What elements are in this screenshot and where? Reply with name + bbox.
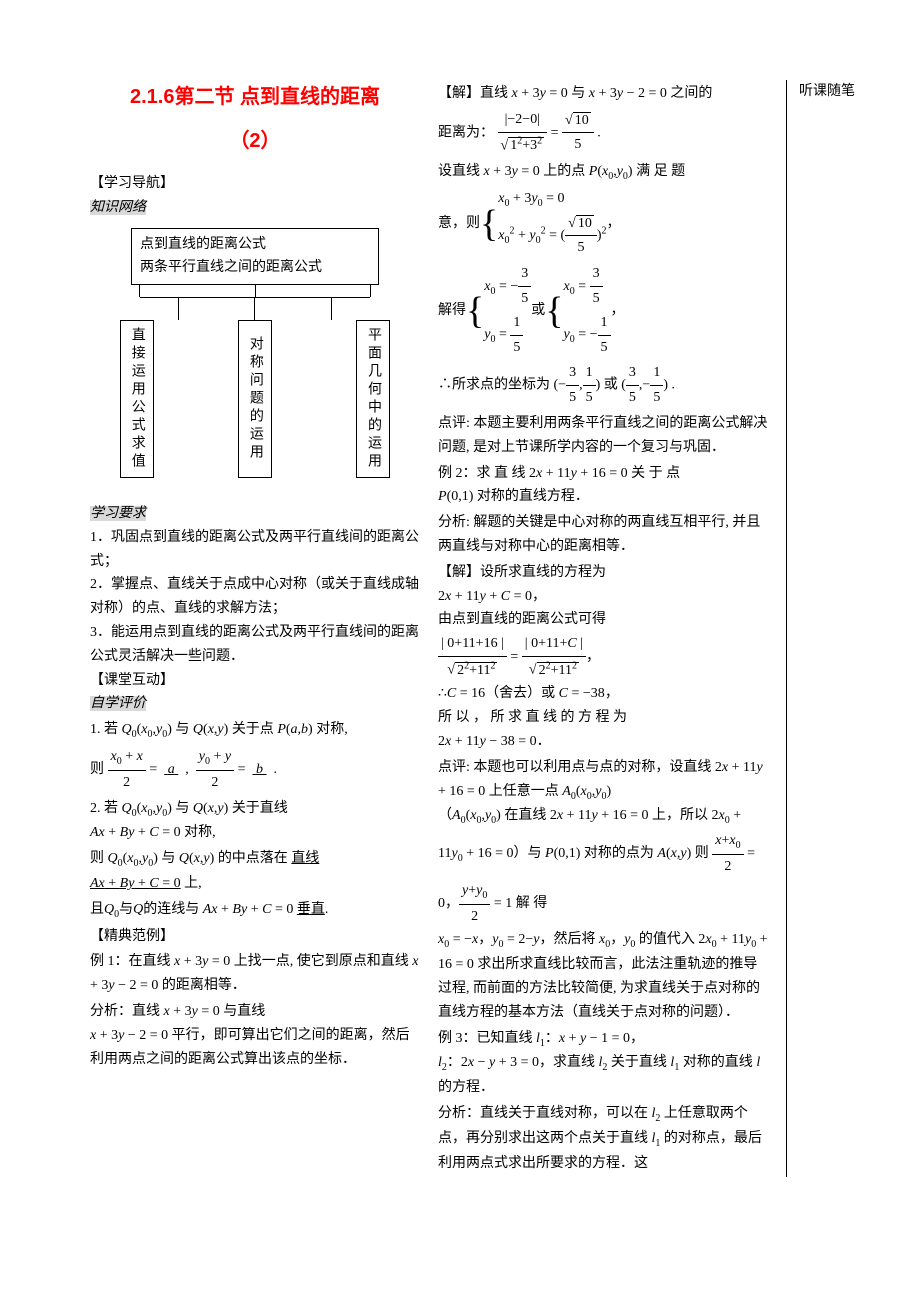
example-label: 【精典范例】 [90, 925, 420, 949]
solution-1-result: ∴所求点的坐标为 (−35,15) 或 (35,−15) . [438, 361, 768, 410]
analysis-1: 分析：直线 x + 3y = 0 与直线 x + 3y − 2 = 0 平行，即… [90, 1000, 420, 1071]
notes-heading: 听课随笔 [799, 80, 884, 104]
self-eval-2-mid: 则 Q0(x0,y0) 与 Q(x,y) 的中点落在 直线 Ax + By + … [90, 847, 420, 896]
requirement-3: 3．能运用点到直线的距离公式及两平行直线间的距离公式灵活解决一些问题． [90, 621, 420, 669]
interact-label: 【课堂互动】 [90, 669, 420, 693]
self-eval-1: 1. 若 Q0(x0,y0) 与 Q(x,y) 关于点 P(a,b) 对称, [90, 718, 420, 743]
self-eval-label: 自学评价 [90, 696, 146, 711]
solution-2: 【解】设所求直线的方程为 2x + 11y + C = 0， 由点到直线的距离公… [438, 561, 768, 754]
solution-1-set: 设直线 x + 3y = 0 上的点 P(x0,y0) 满 足 题 [438, 160, 768, 185]
diagram-cell-2: 对称问题的运用 [238, 320, 272, 478]
comment-2: 点评: 本题也可以利用点与点的对称，设直线 2x + 11y + 16 = 0 … [438, 756, 768, 1025]
requirement-1: 1．巩固点到直线的距离公式及两平行直线间的距离公式； [90, 526, 420, 574]
diagram-top-box: 点到直线的距离公式 两条平行直线之间的距离公式 [131, 228, 379, 286]
nav-label: 【学习导航】 [90, 172, 420, 196]
diagram-line2: 两条平行直线之间的距离公式 [140, 260, 322, 275]
requirement-label: 学习要求 [90, 506, 146, 521]
solution-1-solve: 解得 { x0 = −35 y0 = 15 或 { x0 = 35 y0 = −… [438, 262, 768, 359]
self-eval-2: 2. 若 Q0(x0,y0) 与 Q(x,y) 关于直线 Ax + By + C… [90, 797, 420, 846]
section-subtitle: （2） [90, 124, 420, 158]
example-1: 例 1：在直线 x + 3y = 0 上找一点, 使它到原点和直线 x + 3y… [90, 950, 420, 998]
solution-1-open: 【解】直线 x + 3y = 0 与 x + 3y − 2 = 0 之间的 [438, 82, 768, 106]
example-2: 例 2：求 直 线 2x + 11y + 16 = 0 关 于 点 P(0,1)… [438, 462, 768, 510]
diagram-cell-1: 直接运用公式求值 [120, 320, 154, 478]
diagram-line1: 点到直线的距离公式 [140, 237, 266, 252]
solution-1-system: 意，则 { x0 + 3y0 = 0 x02 + y02 = (√105)2 ， [438, 187, 768, 260]
self-eval-2-perp: 且Q0与Q的连线与 Ax + By + C = 0 垂直. [90, 898, 420, 923]
analysis-3: 分析：直线关于直线对称，可以在 l2 上任意取两个点，再分别求出这两个点关于直线… [438, 1102, 768, 1175]
analysis-2: 分析: 解题的关键是中心对称的两直线互相平行, 并且两直线与对称中心的距离相等． [438, 511, 768, 559]
self-eval-1-formula: 则 x0 + x2 = a , y0 + y2 = b . [90, 745, 420, 795]
requirement-2: 2．掌握点、直线关于点成中心对称（或关于直线成轴对称）的点、直线的求解方法； [90, 573, 420, 621]
example-3: 例 3：已知直线 l1：x + y − 1 = 0， l2：2x − y + 3… [438, 1027, 768, 1100]
solution-1-distance: 距离为： |−2−0|√12+32 = √105 . [438, 108, 768, 158]
section-title: 2.1.6第二节 点到直线的距离 [90, 80, 420, 114]
diagram-cell-3: 平面几何中的运用 [356, 320, 390, 478]
diagram-bottom: 直接运用公式求值 对称问题的运用 平面几何中的运用 [120, 320, 390, 478]
comment-1: 点评: 本题主要利用两条平行直线之间的距离公式解决问题, 是对上节课所学内容的一… [438, 412, 768, 460]
knowledge-label: 知识网络 [90, 200, 146, 215]
